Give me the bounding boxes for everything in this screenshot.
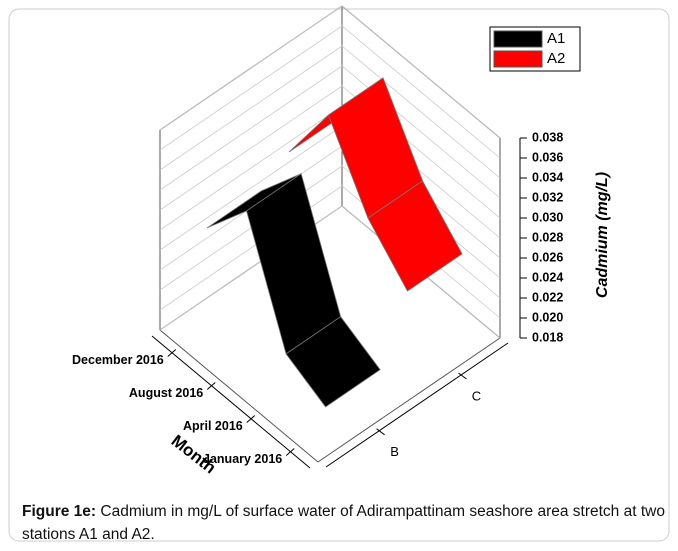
y-tick-label: 0.022 [532, 290, 563, 304]
z-tick [458, 372, 467, 380]
caption: Figure 1e: Cadmium in mg/L of surface wa… [22, 500, 672, 546]
y-tick-label: 0.024 [532, 270, 563, 284]
grid-line [159, 205, 501, 339]
y-tick-label: 0.026 [532, 250, 563, 264]
grid-line [159, 65, 501, 199]
legend-swatch [493, 50, 543, 68]
y-axis-label: Cadmium (mg/L) [594, 172, 611, 298]
grid-line [159, 45, 501, 179]
y-tick-label: 0.028 [532, 230, 563, 244]
z-tick [376, 428, 385, 436]
frame [8, 8, 670, 542]
y-tick-label: 0.034 [532, 170, 563, 184]
legend-swatch [493, 30, 543, 48]
grid-line [159, 105, 501, 239]
caption-label: Figure 1e: [22, 503, 97, 520]
box-edge [159, 329, 319, 463]
x-tick-label: January 2016 [203, 452, 282, 466]
y-tick-label: 0.030 [532, 210, 563, 224]
grid-line [159, 25, 501, 159]
caption-text: Cadmium in mg/L of surface water of Adir… [22, 503, 665, 543]
y-tick-label: 0.032 [532, 190, 563, 204]
legend-label: A2 [547, 50, 565, 67]
y-tick-label: 0.018 [532, 330, 563, 344]
z-tick-label: B [390, 444, 399, 459]
y-tick-label: 0.036 [532, 150, 563, 164]
ribbon-segment [367, 180, 463, 292]
legend-label: A1 [547, 30, 565, 47]
ribbon-segment [285, 316, 381, 408]
x-tick-label: December 2016 [72, 353, 164, 367]
y-tick-label: 0.020 [532, 310, 563, 324]
y-tick-label: 0.038 [532, 130, 563, 144]
grid-line [159, 5, 501, 139]
grid-line [159, 185, 501, 319]
z-axis [325, 342, 509, 468]
x-axis [151, 335, 311, 469]
z-tick-label: C [472, 388, 481, 403]
box-edge [317, 337, 501, 463]
x-tick-label: April 2016 [183, 419, 243, 433]
grid-line [159, 85, 501, 219]
x-tick-label: August 2016 [129, 386, 203, 400]
